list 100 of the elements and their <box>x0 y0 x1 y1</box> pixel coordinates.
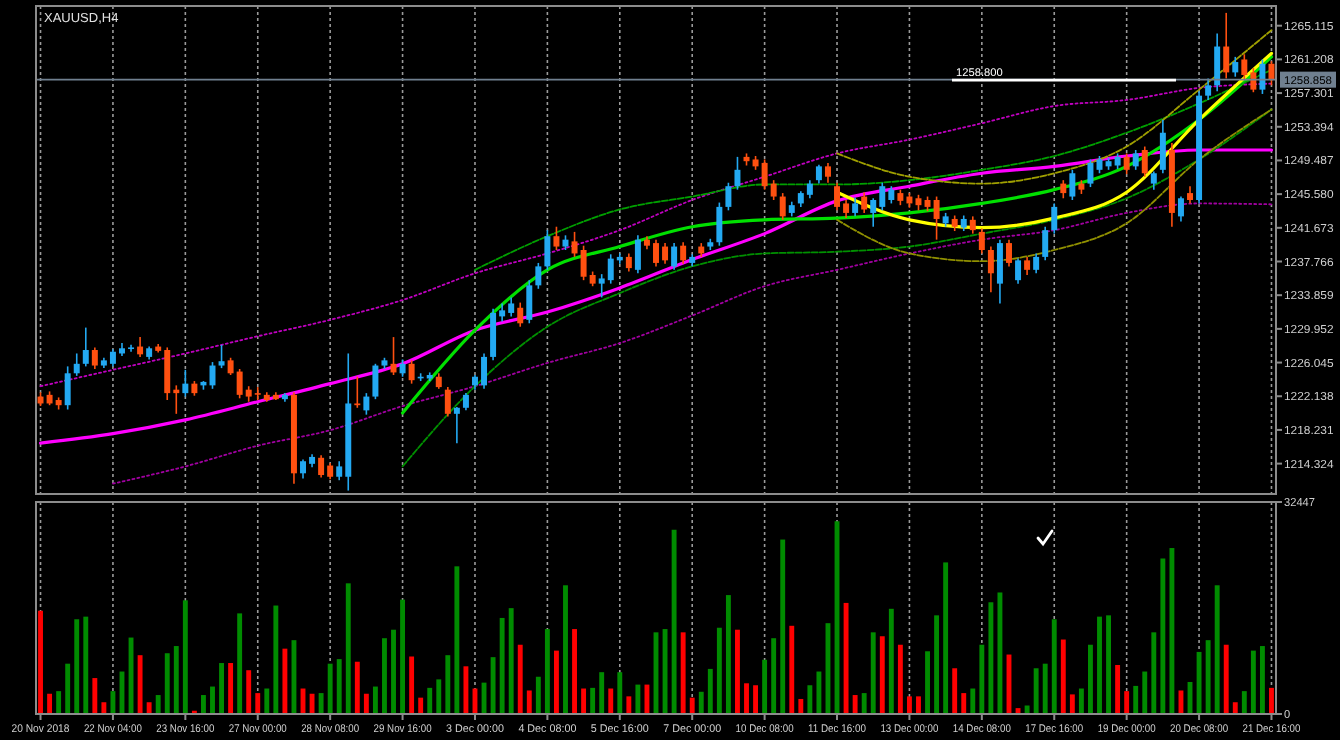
bar <box>282 648 288 714</box>
bar <box>535 676 541 714</box>
bar <box>1042 663 1048 714</box>
candlestick <box>390 336 397 376</box>
candlestick <box>517 301 524 328</box>
bar <box>1115 665 1121 714</box>
candlestick <box>64 365 71 411</box>
candlestick <box>1232 56 1239 78</box>
bar <box>164 653 170 714</box>
bar <box>499 617 505 714</box>
bar <box>454 566 460 714</box>
bar <box>753 685 759 714</box>
candlestick <box>1259 58 1266 95</box>
bar <box>572 629 577 714</box>
bar <box>925 651 930 714</box>
candlestick <box>1069 169 1076 201</box>
bar <box>707 668 713 714</box>
bar <box>409 656 415 714</box>
candlestick <box>1214 32 1221 93</box>
bar <box>427 687 433 714</box>
bar <box>626 696 632 714</box>
bar <box>1097 616 1102 714</box>
bar <box>526 690 532 714</box>
candlestick <box>1006 238 1012 268</box>
bar <box>1269 687 1274 714</box>
bar <box>391 629 396 714</box>
bar <box>92 678 98 714</box>
candlestick <box>1141 145 1148 178</box>
bar <box>155 695 161 714</box>
candlestick <box>1132 149 1139 171</box>
bar <box>544 629 550 714</box>
candlestick <box>73 352 80 377</box>
bar <box>418 697 424 714</box>
bar <box>599 672 605 714</box>
bar <box>970 688 976 714</box>
candlestick <box>1159 119 1166 175</box>
bar <box>363 693 369 714</box>
bar <box>979 644 985 714</box>
candlestick <box>490 307 497 362</box>
bar <box>318 693 324 714</box>
bar <box>1124 691 1130 714</box>
bar <box>65 663 71 714</box>
bar <box>1160 558 1166 714</box>
bar <box>1223 644 1229 714</box>
candlestick <box>1205 77 1212 101</box>
candlestick <box>1177 195 1184 223</box>
candlestick <box>725 181 732 212</box>
candlestick <box>453 406 460 444</box>
bar <box>273 605 279 714</box>
candlestick <box>354 375 361 409</box>
bar <box>943 562 949 714</box>
bar <box>635 684 641 714</box>
bar <box>762 659 768 714</box>
candlestick <box>852 196 859 218</box>
bar <box>137 655 143 714</box>
bar <box>608 688 614 714</box>
bar <box>255 693 261 714</box>
candlestick <box>182 369 189 398</box>
bar <box>1232 702 1238 714</box>
bar <box>816 671 822 714</box>
candlestick <box>372 363 379 400</box>
candlestick <box>1024 256 1031 276</box>
bar <box>1088 644 1093 714</box>
bar <box>698 691 704 714</box>
bar <box>219 663 224 714</box>
candlestick <box>444 386 451 418</box>
bar <box>47 693 53 714</box>
bar <box>246 670 252 714</box>
bar <box>264 688 270 714</box>
line-series <box>38 148 1274 445</box>
bar <box>961 693 967 714</box>
candlestick <box>625 252 632 273</box>
bar <box>237 613 243 714</box>
candlestick <box>91 346 98 370</box>
bar <box>1259 646 1265 714</box>
bar <box>617 672 623 714</box>
bar <box>1142 671 1148 714</box>
line-series <box>835 51 1274 230</box>
bar <box>988 602 994 714</box>
bar <box>771 638 777 714</box>
bar <box>1241 691 1247 714</box>
bar <box>780 539 786 714</box>
bar <box>83 616 89 714</box>
bar <box>445 655 451 714</box>
bar <box>56 691 62 714</box>
candlestick <box>1060 179 1067 200</box>
bar <box>490 657 496 714</box>
candlestick <box>1123 152 1130 175</box>
bar <box>327 663 333 714</box>
bar <box>563 585 568 714</box>
candlestick <box>363 392 370 416</box>
candlestick <box>137 336 144 358</box>
bar <box>798 698 804 714</box>
candlestick <box>806 179 813 200</box>
bar <box>934 615 940 714</box>
bar <box>201 695 206 714</box>
bar <box>1051 619 1057 714</box>
bar <box>581 688 587 714</box>
bar <box>1196 651 1202 714</box>
bar <box>916 696 921 714</box>
